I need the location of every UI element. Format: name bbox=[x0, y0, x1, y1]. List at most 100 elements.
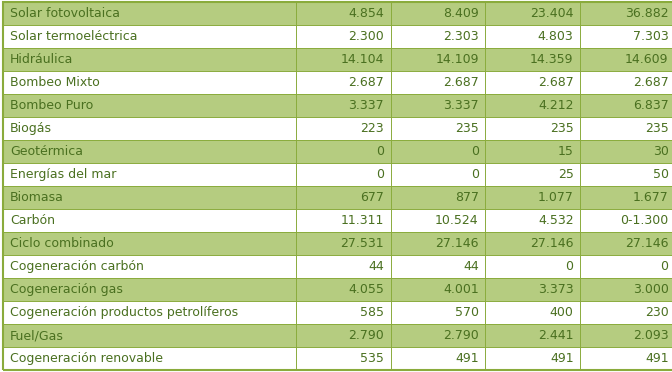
Text: 0: 0 bbox=[566, 260, 574, 273]
Text: Cogeneración renovable: Cogeneración renovable bbox=[10, 352, 163, 365]
Text: 4.055: 4.055 bbox=[348, 283, 384, 296]
Text: 0-1.300: 0-1.300 bbox=[620, 214, 669, 227]
Bar bbox=[296, 301, 390, 324]
Text: 2.790: 2.790 bbox=[348, 329, 384, 342]
Bar bbox=[296, 2, 390, 25]
Text: 3.000: 3.000 bbox=[632, 283, 669, 296]
Bar bbox=[296, 186, 390, 209]
Bar bbox=[296, 117, 390, 140]
Bar bbox=[296, 94, 390, 117]
Text: 3.337: 3.337 bbox=[443, 99, 478, 112]
Bar bbox=[581, 301, 672, 324]
Text: 0: 0 bbox=[470, 145, 478, 158]
Text: 2.093: 2.093 bbox=[633, 329, 669, 342]
Text: 44: 44 bbox=[463, 260, 478, 273]
Text: Cogeneración productos petrolíferos: Cogeneración productos petrolíferos bbox=[10, 306, 238, 319]
Bar bbox=[296, 232, 390, 255]
Bar bbox=[3, 301, 296, 324]
Text: 2.687: 2.687 bbox=[633, 76, 669, 89]
Bar bbox=[3, 71, 296, 94]
Text: 2.790: 2.790 bbox=[443, 329, 478, 342]
Bar bbox=[3, 186, 296, 209]
Text: 4.854: 4.854 bbox=[348, 7, 384, 20]
Text: 677: 677 bbox=[360, 191, 384, 204]
Text: Geotérmica: Geotérmica bbox=[10, 145, 83, 158]
Bar bbox=[390, 117, 485, 140]
Bar bbox=[485, 324, 581, 347]
Bar bbox=[581, 255, 672, 278]
Text: 4.001: 4.001 bbox=[443, 283, 478, 296]
Bar bbox=[3, 324, 296, 347]
Bar bbox=[3, 255, 296, 278]
Bar bbox=[485, 117, 581, 140]
Text: 491: 491 bbox=[550, 352, 574, 365]
Bar bbox=[390, 347, 485, 370]
Bar bbox=[390, 232, 485, 255]
Text: 491: 491 bbox=[455, 352, 478, 365]
Bar bbox=[296, 347, 390, 370]
Bar bbox=[581, 71, 672, 94]
Bar bbox=[390, 301, 485, 324]
Bar bbox=[581, 163, 672, 186]
Text: 235: 235 bbox=[644, 122, 669, 135]
Bar bbox=[296, 48, 390, 71]
Bar bbox=[390, 140, 485, 163]
Text: Bombeo Mixto: Bombeo Mixto bbox=[10, 76, 100, 89]
Bar bbox=[3, 278, 296, 301]
Bar bbox=[581, 2, 672, 25]
Text: 15: 15 bbox=[558, 145, 574, 158]
Text: Energías del mar: Energías del mar bbox=[10, 168, 116, 181]
Bar bbox=[390, 324, 485, 347]
Text: 1.077: 1.077 bbox=[538, 191, 574, 204]
Bar bbox=[581, 232, 672, 255]
Bar bbox=[296, 71, 390, 94]
Text: 1.677: 1.677 bbox=[633, 191, 669, 204]
Text: 0: 0 bbox=[470, 168, 478, 181]
Bar bbox=[485, 278, 581, 301]
Bar bbox=[581, 186, 672, 209]
Bar bbox=[485, 163, 581, 186]
Bar bbox=[3, 25, 296, 48]
Text: 0: 0 bbox=[376, 168, 384, 181]
Text: 14.609: 14.609 bbox=[625, 53, 669, 66]
Bar bbox=[296, 324, 390, 347]
Bar bbox=[3, 48, 296, 71]
Bar bbox=[485, 71, 581, 94]
Text: 27.146: 27.146 bbox=[530, 237, 574, 250]
Bar bbox=[485, 232, 581, 255]
Text: 27.531: 27.531 bbox=[340, 237, 384, 250]
Bar bbox=[581, 25, 672, 48]
Text: 400: 400 bbox=[550, 306, 574, 319]
Bar bbox=[485, 301, 581, 324]
Bar bbox=[581, 140, 672, 163]
Bar bbox=[485, 25, 581, 48]
Text: Fuel/Gas: Fuel/Gas bbox=[10, 329, 64, 342]
Bar bbox=[296, 209, 390, 232]
Bar bbox=[3, 163, 296, 186]
Text: 27.146: 27.146 bbox=[435, 237, 478, 250]
Text: 36.882: 36.882 bbox=[625, 7, 669, 20]
Bar bbox=[3, 209, 296, 232]
Bar bbox=[296, 255, 390, 278]
Text: 3.373: 3.373 bbox=[538, 283, 574, 296]
Text: 14.109: 14.109 bbox=[435, 53, 478, 66]
Bar bbox=[581, 324, 672, 347]
Bar bbox=[485, 48, 581, 71]
Text: Cogeneración gas: Cogeneración gas bbox=[10, 283, 123, 296]
Text: 2.441: 2.441 bbox=[538, 329, 574, 342]
Bar bbox=[485, 347, 581, 370]
Bar bbox=[485, 2, 581, 25]
Text: 877: 877 bbox=[455, 191, 478, 204]
Text: Biomasa: Biomasa bbox=[10, 191, 64, 204]
Text: Hidráulica: Hidráulica bbox=[10, 53, 73, 66]
Text: 585: 585 bbox=[360, 306, 384, 319]
Bar bbox=[581, 209, 672, 232]
Bar bbox=[296, 140, 390, 163]
Bar bbox=[390, 255, 485, 278]
Bar bbox=[3, 94, 296, 117]
Text: 4.532: 4.532 bbox=[538, 214, 574, 227]
Text: 27.146: 27.146 bbox=[625, 237, 669, 250]
Bar bbox=[390, 48, 485, 71]
Bar bbox=[581, 347, 672, 370]
Text: 8.409: 8.409 bbox=[443, 7, 478, 20]
